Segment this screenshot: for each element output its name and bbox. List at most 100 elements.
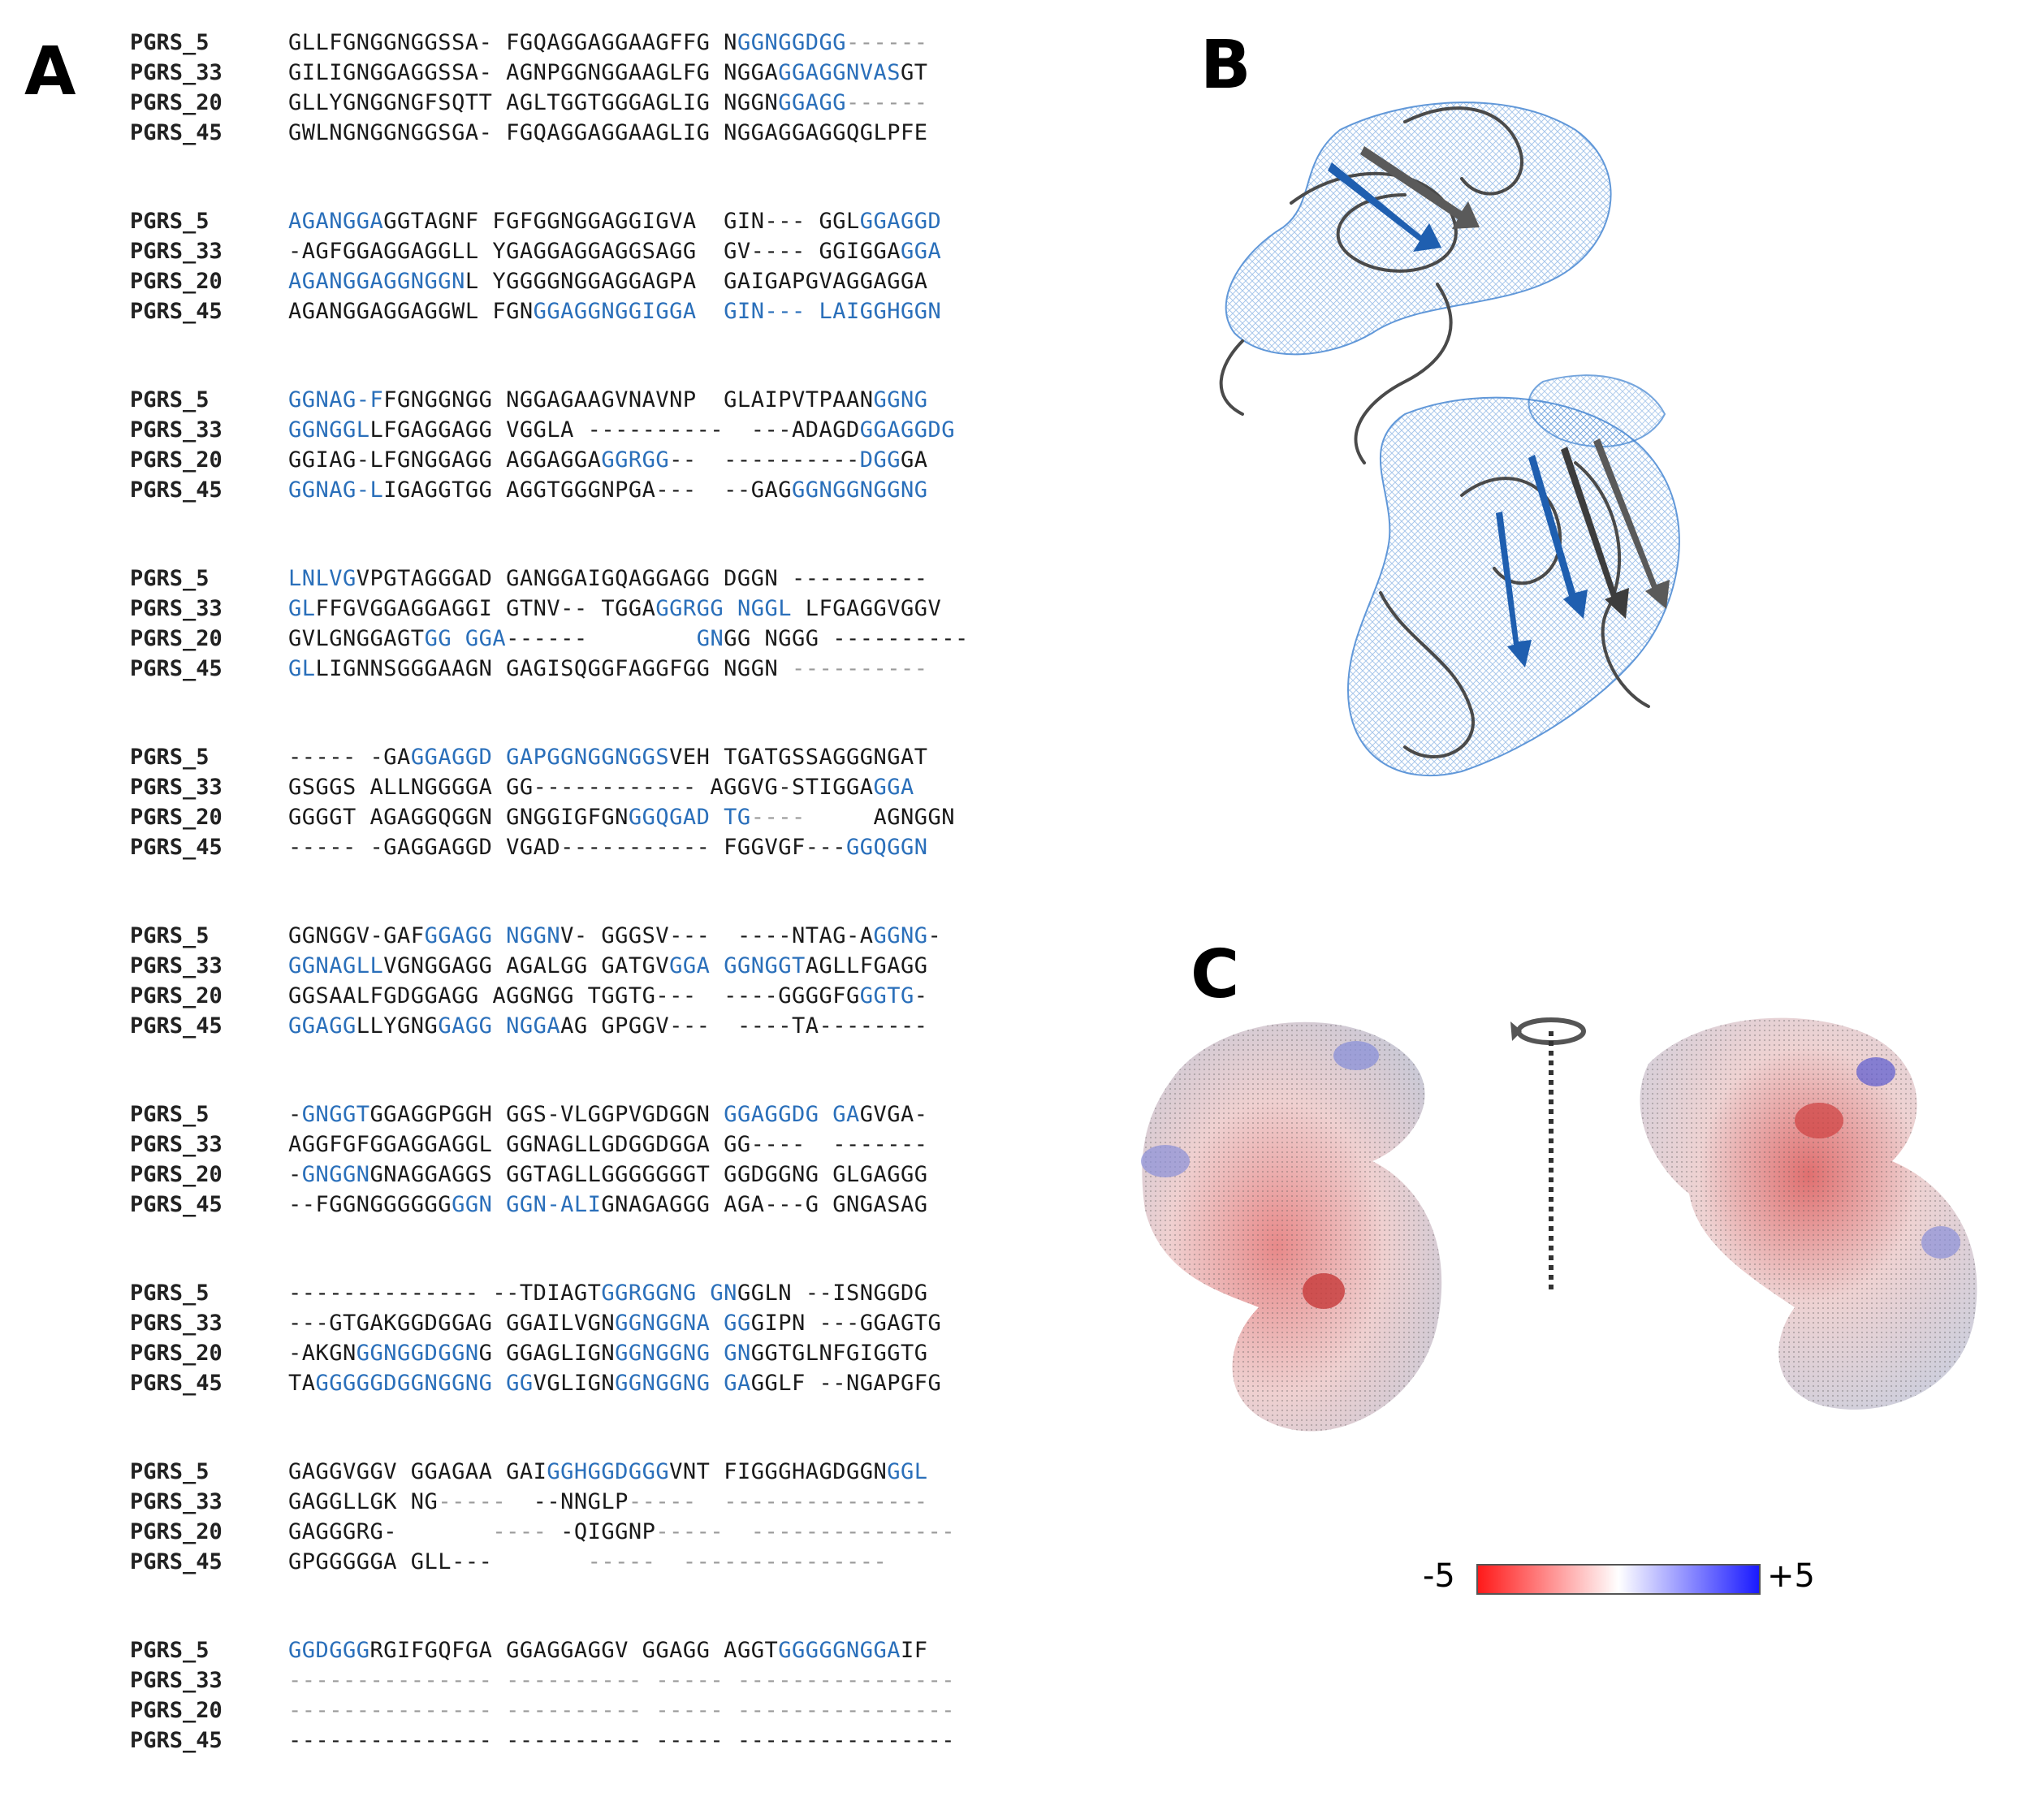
sequence-segment: GGTAGNF FGFGGNGGAGGIGVA GIN--- GGL	[383, 209, 860, 234]
alignment-block: PGRS_5 GLLFGNGGNGGSSA- FGQAGGAGGAAGFFG NG…	[130, 28, 1145, 148]
highlighted-segment: GGGGGNGGA	[778, 1638, 901, 1663]
highlighted-segment: LAIGGHGGN	[819, 299, 942, 324]
sequence-segment: VGLIGN	[533, 1371, 616, 1396]
sequence-residues: -------------- --TDIAGTGGRGGNG GNGGLN --…	[288, 1278, 928, 1308]
surface-view-rotated	[1640, 1017, 1977, 1410]
alignment-row: PGRS_33 GAGGLLGK NG----- --NNGLP----- ---…	[130, 1487, 1145, 1517]
sequence-residues: GSGGS ALLNGGGGA GG------------ AGGVG-STI…	[288, 772, 914, 802]
alignment-row: PGRS_20 AGANGGAGGNGGNL YGGGGNGGAGGAGPA GA…	[130, 266, 1145, 296]
highlighted-segment: GGQGAD TG	[628, 805, 751, 830]
sequence-segment: AGANGGAGGAGGWL FGN	[288, 299, 534, 324]
sequence-residues: GGNAG-FFGNGGNGG NGGAGAAGVNAVNP GLAIPVTPA…	[288, 385, 928, 415]
alignment-row: PGRS_45 TAGGGGGDGGNGGNG GGVGLIGNGGNGGNG G…	[130, 1368, 1145, 1398]
sequence-segment: GAGGGRG-	[288, 1519, 398, 1544]
sequence-name: PGRS_45	[130, 1728, 223, 1753]
sequence-segment: GT	[901, 60, 928, 85]
sequence-name: PGRS_45	[130, 120, 223, 145]
sequence-segment: GA	[901, 447, 928, 473]
sequence-segment: GVGA-	[859, 1102, 928, 1127]
alignment-row: PGRS_45 GGAGGLLYGNGGAGG NGGAAG GPGGV--- -…	[130, 1011, 1145, 1041]
highlighted-segment: GGA GGNGGT	[669, 953, 806, 978]
highlighted-segment: GL	[288, 596, 316, 621]
alignment-row: PGRS_5 -GNGGTGGAGGPGGH GGS-VLGGPVGDGGN GG…	[130, 1099, 1145, 1129]
highlighted-segment: GGNGGDGG	[737, 30, 846, 55]
sequence-name: PGRS_45	[130, 299, 223, 324]
alignment-row: PGRS_20 GLLYGNGGNGFSQTT AGLTGGTGGGAGLIG N…	[130, 88, 1145, 118]
highlighted-segment: GIN---	[724, 299, 806, 324]
sequence-segment: GGNGGV-GAF	[288, 923, 425, 948]
sequence-segment: G GGAGLIGN	[478, 1341, 616, 1366]
highlighted-segment: GGNGGDGGN	[356, 1341, 479, 1366]
highlighted-segment: AGANGGAGGNGGN	[288, 269, 465, 294]
sequence-segment: VGNGGAGG AGALGG GATGV	[383, 953, 670, 978]
panel-label-c: C	[1191, 936, 1240, 1013]
sequence-residues: --------------- ---------- ----- -------…	[288, 1665, 955, 1695]
sequence-name: PGRS_5	[130, 30, 210, 55]
sequence-name: PGRS_45	[130, 1549, 223, 1574]
sequence-residues: GLLIGNNSGGGAAGN GAGISQGGFAGGFGG NGGN ---…	[288, 654, 928, 684]
sequence-name: PGRS_45	[130, 1192, 223, 1217]
cartoon-ribbon	[1219, 106, 1650, 758]
alignment-row: PGRS_5 AGANGGAGGTAGNF FGFGGNGGAGGIGVA GIN…	[130, 206, 1145, 236]
electrostatic-surfaces	[1141, 1017, 1977, 1432]
alignment-row: PGRS_33 GILIGNGGAGGSSA- AGNPGGNGGAAGLFG N…	[130, 58, 1145, 88]
sequence-segment: LFGAGGAGG VGGLA ---------- ---ADAGD	[369, 417, 860, 443]
sequence-residues: AGANGGAGGNGGNL YGGGGNGGAGGAGPA GAIGAPGVA…	[288, 266, 928, 296]
sequence-segment	[697, 299, 724, 324]
sequence-segment: AGNGGN	[805, 805, 956, 830]
sequence-name: PGRS_20	[130, 983, 223, 1008]
sequence-residues: TAGGGGGDGGNGGNG GGVGLIGNGGNGGNG GAGGLF -…	[288, 1368, 941, 1398]
alignment-row: PGRS_33 -AGFGGAGGAGGLL YGAGGAGGAGGSAGG GV…	[130, 236, 1145, 266]
electrostatic-colorbar	[1476, 1564, 1761, 1595]
sequence-residues: GGSAALFGDGGAGG AGGNGG TGGTG--- ----GGGGF…	[288, 981, 928, 1011]
rotation-arrow	[1510, 1017, 1586, 1291]
highlighted-segment: GGAGG	[778, 90, 846, 115]
sequence-segment: TA	[288, 1371, 316, 1396]
highlighted-segment: GL	[288, 656, 316, 681]
sequence-residues: GLLYGNGGNGFSQTT AGLTGGTGGGAGLIG NGGNGGAG…	[288, 88, 928, 118]
sequence-segment: ---GTGAKGGDGGAG GGAILVGN	[288, 1311, 616, 1336]
sequence-segment: -AGFGGAGGAGGLL YGAGGAGGAGGSAGG GV---- GG…	[288, 239, 901, 264]
sequence-name: PGRS_5	[130, 566, 210, 591]
highlighted-segment: GGRGG	[601, 447, 670, 473]
highlighted-segment: GGNGGNG GA	[615, 1371, 751, 1396]
alignment-block: PGRS_5 GGDGGGRGIFGQFGA GGAGGAGGV GGAGG AG…	[130, 1635, 1145, 1756]
sequence-name: PGRS_45	[130, 656, 223, 681]
highlighted-segment: GGAGGDG	[859, 417, 956, 443]
highlighted-segment: GGQGGN	[845, 835, 928, 860]
sequence-residues: --------------- ---------- ----- -------…	[288, 1725, 955, 1756]
highlighted-segment: GGNG	[873, 923, 928, 948]
sequence-name: PGRS_33	[130, 60, 223, 85]
beta-strands	[1328, 146, 1670, 667]
sequence-residues: GWLNGNGGNGGSGA- FGQAGGAGGAAGLIG NGGAGGAG…	[288, 118, 928, 148]
alignment-row: PGRS_45 GGNAG-LIGAGGTGG AGGTGGGNPGA--- --…	[130, 475, 1145, 505]
sequence-residues: GGNGGV-GAFGGAGG NGGNV- GGGSV--- ----NTAG…	[288, 921, 941, 951]
sequence-segment: FGNGGNGG NGGAGAAGVNAVNP GLAIPVTPAAN	[383, 387, 874, 412]
highlighted-segment: GGNGGNG GN	[615, 1341, 751, 1366]
highlighted-segment: GGNAGLL	[288, 953, 384, 978]
sequence-segment: ------	[845, 30, 928, 55]
sequence-segment: -	[288, 1162, 302, 1187]
highlighted-segment: GG GGA	[424, 626, 507, 651]
alignment-row: PGRS_20 GAGGGRG- ---- -QIGGNP----- ------…	[130, 1517, 1145, 1547]
alignment-row: PGRS_20 -GNGGNGNAGGAGGS GGTAGLLGGGGGGGT G…	[130, 1160, 1145, 1190]
sequence-segment: GG NGGG ----------	[724, 626, 969, 651]
sequence-name: PGRS_20	[130, 90, 223, 115]
alignment-block: PGRS_5 -GNGGTGGAGGPGGH GGS-VLGGPVGDGGN GG…	[130, 1099, 1145, 1220]
sequence-segment: FFGVGGAGGAGGI GTNV-- TGGA	[315, 596, 656, 621]
sequence-name: PGRS_5	[130, 1459, 210, 1484]
alignment-block: PGRS_5 GGNGGV-GAFGGAGG NGGNV- GGGSV--- --…	[130, 921, 1145, 1041]
alignment-block: PGRS_5 GAGGVGGV GGAGAA GAIGGHGGDGGGVNT FI…	[130, 1457, 1145, 1577]
sequence-segment: --FGGNGGGGGG	[288, 1192, 452, 1217]
highlighted-segment: GGNGGNA GG	[615, 1311, 751, 1336]
alignment-row: PGRS_33 GGNGGLLFGAGGAGG VGGLA ---------- …	[130, 415, 1145, 445]
sequence-segment: ----	[750, 805, 806, 830]
highlighted-segment: GGAGGD	[859, 209, 942, 234]
sequence-residues: GGDGGGRGIFGQFGA GGAGGAGGV GGAGG AGGTGGGG…	[288, 1635, 928, 1665]
alignment-row: PGRS_5 ----- -GAGGAGGD GAPGGNGGNGGSVEH TG…	[130, 742, 1145, 772]
sequence-residues: GGNAG-LIGAGGTGG AGGTGGGNPGA--- --GAGGGNG…	[288, 475, 928, 505]
sequence-residues: --------------- ---------- ----- -------…	[288, 1695, 955, 1725]
sequence-residues: ----- -GAGGAGGD GAPGGNGGNGGSVEH TGATGSSA…	[288, 742, 928, 772]
sequence-name: PGRS_5	[130, 745, 210, 770]
sequence-residues: -AKGNGGNGGDGGNG GGAGLIGNGGNGGNG GNGGTGLN…	[288, 1338, 928, 1368]
